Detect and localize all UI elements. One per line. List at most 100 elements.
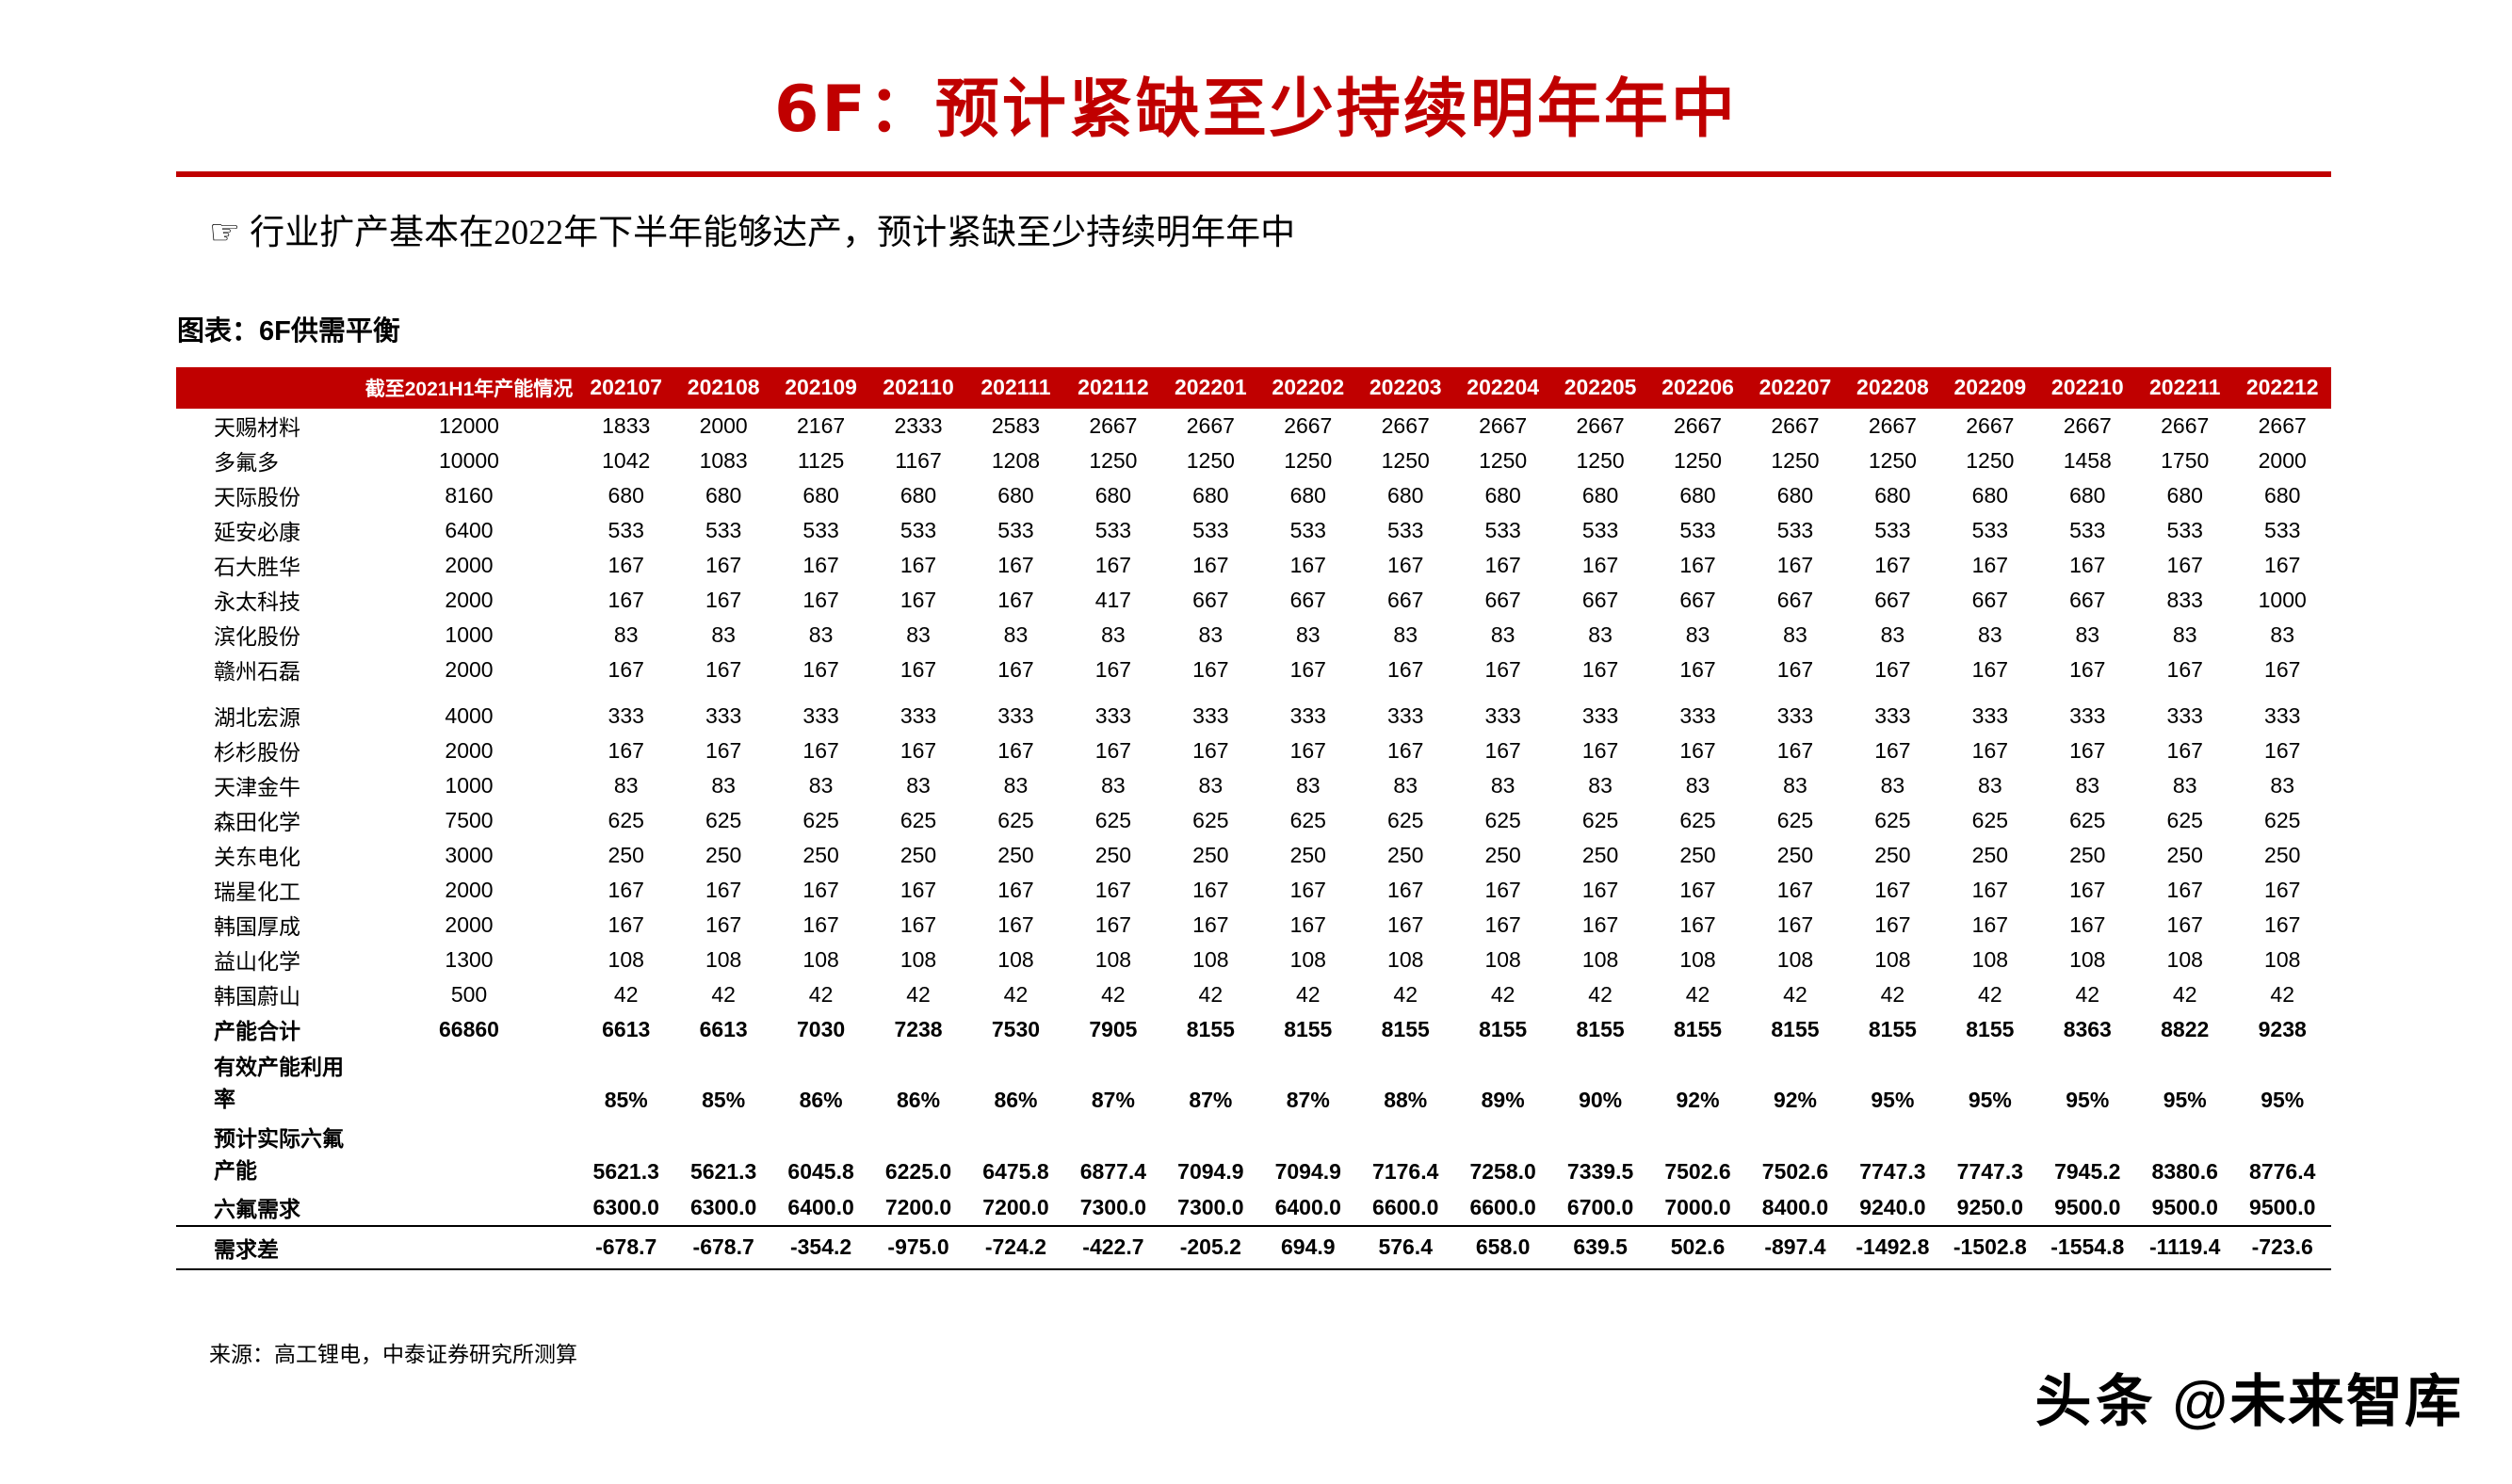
slide-canvas: 6F：预计紧缺至少持续明年年中 ☞ 行业扩产基本在2022年下半年能够达产，预计紧… <box>0 72 2512 1435</box>
value-cell: 86% <box>897 1087 941 1112</box>
value-cell: 6700.0 <box>1566 1194 1634 1219</box>
value-cell: 625 <box>2166 807 2203 832</box>
value-cell: 625 <box>1971 807 2009 832</box>
toutiao-logo: 头条 <box>2034 1369 2158 1435</box>
value-cell: 42 <box>2075 981 2100 1007</box>
value-cell: 333 <box>1679 702 1716 728</box>
value-cell: 250 <box>899 842 937 867</box>
value-cell: 108 <box>1387 946 1424 972</box>
value-cell: 680 <box>1776 482 1814 508</box>
row-label: 赣州石磊 <box>214 660 300 685</box>
value-cell: 167 <box>1581 737 1619 763</box>
value-cell: 108 <box>1971 946 2009 972</box>
value-cell: 167 <box>705 656 742 682</box>
value-cell: 167 <box>1776 737 1814 763</box>
value-cell: 167 <box>1971 911 2009 937</box>
value-cell: 333 <box>1581 702 1619 728</box>
table-row: 杉杉股份 2000 167 167 167 167 167 167 167 167 167 167 16… <box>176 734 2331 768</box>
value-cell: 83 <box>1978 621 2002 647</box>
header-cell-month: 202108 <box>674 366 772 409</box>
value-cell: 667 <box>1874 587 1911 612</box>
value-cell: 42 <box>1783 981 1807 1007</box>
table-row: 韩国厚成 2000 167 167 167 167 167 167 167 167 167 167 16… <box>176 908 2331 943</box>
value-cell: 680 <box>2264 482 2301 508</box>
value-cell: 1000 <box>2258 587 2307 612</box>
value-cell: 694.9 <box>1259 1224 1357 1270</box>
header-cell-month: 202212 <box>2233 366 2331 409</box>
value-cell: 167 <box>997 656 1034 682</box>
value-cell: 625 <box>802 807 839 832</box>
value-cell: 680 <box>1581 482 1619 508</box>
value-cell: 108 <box>899 946 937 972</box>
value-cell: 1458 <box>2063 447 2112 473</box>
table-row: 延安必康 6400 533 533 533 533 533 533 533 533 533 533 53… <box>176 513 2331 548</box>
value-cell: 667 <box>1484 587 1521 612</box>
value-cell: 533 <box>1192 517 1229 542</box>
value-cell: 108 <box>997 946 1034 972</box>
value-cell: 333 <box>1971 702 2009 728</box>
value-cell: 108 <box>1094 946 1132 972</box>
value-cell: 83 <box>1490 772 1515 798</box>
value-cell: 167 <box>2166 737 2203 763</box>
value-cell: 167 <box>2166 877 2203 902</box>
value-cell: 167 <box>608 737 644 763</box>
value-cell: 667 <box>1581 587 1619 612</box>
value-cell: 533 <box>1874 517 1911 542</box>
value-cell: 8155 <box>1868 1016 1917 1041</box>
value-cell: 83 <box>613 621 639 647</box>
value-cell: 333 <box>1094 702 1132 728</box>
value-cell: 1250 <box>1673 447 1723 473</box>
value-cell: 2667 <box>1186 412 1235 438</box>
value-cell: 680 <box>997 482 1034 508</box>
value-cell: 2667 <box>1966 412 2015 438</box>
value-cell: 90% <box>1579 1087 1623 1112</box>
table-row: 韩国蔚山 500 42 42 42 42 42 42 42 42 42 42 42 42 42 42 42 42 4… <box>176 977 2331 1012</box>
capacity-cell: 2000 <box>445 656 494 682</box>
value-cell: 8155 <box>1479 1016 1528 1041</box>
table-row: 永太科技 2000 167 167 167 167 167 417 667 667 667 667 66… <box>176 583 2331 618</box>
value-cell: 167 <box>899 552 937 577</box>
row-label: 需求差 <box>176 1224 361 1270</box>
value-cell: 108 <box>1484 946 1521 972</box>
value-cell: 83 <box>1685 772 1710 798</box>
value-cell: 167 <box>705 587 742 612</box>
value-cell: 108 <box>1874 946 1911 972</box>
row-label: 延安必康 <box>214 521 300 545</box>
value-cell: 1250 <box>1868 447 1917 473</box>
value-cell: 8155 <box>1673 1016 1723 1041</box>
value-cell: 95% <box>1871 1087 1915 1112</box>
value-cell: 576.4 <box>1356 1224 1454 1270</box>
value-cell: 8822 <box>2161 1016 2210 1041</box>
value-cell: 639.5 <box>1551 1224 1649 1270</box>
capacity-cell: 8160 <box>445 482 494 508</box>
value-cell: 167 <box>1094 911 1132 937</box>
value-cell: 2667 <box>1381 412 1430 438</box>
row-label: 湖北宏源 <box>214 706 300 731</box>
value-cell: 167 <box>1484 877 1521 902</box>
header-cell-month: 202109 <box>771 366 870 409</box>
value-cell: 9240.0 <box>1859 1194 1926 1219</box>
value-cell: 250 <box>802 842 839 867</box>
value-cell: 108 <box>802 946 839 972</box>
value-cell: 250 <box>1192 842 1229 867</box>
value-cell: 167 <box>1874 877 1911 902</box>
header-cell-month: 202112 <box>1064 366 1162 409</box>
value-cell: 833 <box>2166 587 2203 612</box>
value-cell: 87% <box>1286 1087 1330 1112</box>
header-cell-capacity: 截至2021H1年产能情况 <box>361 366 577 409</box>
value-cell: 83 <box>906 621 931 647</box>
value-cell: 167 <box>1484 911 1521 937</box>
table-row: 天津金牛 1000 83 83 83 83 83 83 83 83 83 83 83 83 83 83 83 83… <box>176 768 2331 803</box>
value-cell: -1492.8 <box>1843 1224 1942 1270</box>
capacity-cell <box>361 1190 577 1226</box>
value-cell: 8363 <box>2063 1016 2112 1041</box>
value-cell: 167 <box>1776 877 1814 902</box>
value-cell: 625 <box>608 807 644 832</box>
value-cell: 167 <box>1679 911 1716 937</box>
row-label: 杉杉股份 <box>214 741 300 766</box>
value-cell: 333 <box>1484 702 1521 728</box>
header-cell-month: 202110 <box>869 366 967 409</box>
value-cell: 625 <box>705 807 742 832</box>
value-cell: 625 <box>899 807 937 832</box>
value-cell: 167 <box>1094 737 1132 763</box>
